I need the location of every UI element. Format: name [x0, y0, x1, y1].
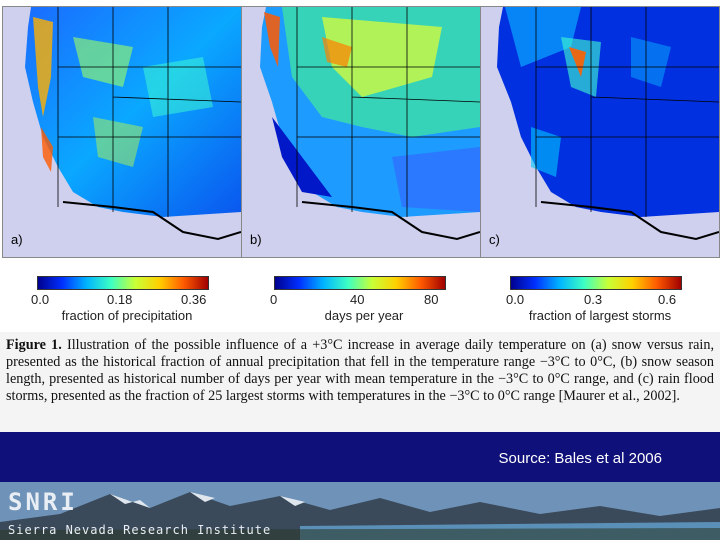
footer-banner: SNRI Sierra Nevada Research Institute [0, 482, 720, 540]
tick-label: 0.0 [31, 292, 50, 307]
tick-label: 40 [350, 292, 365, 307]
tick-label: 0.18 [107, 292, 133, 307]
panel-letter-a: a) [11, 232, 23, 247]
tick-label: 0.3 [584, 292, 603, 307]
panel-letter-b: b) [250, 232, 262, 247]
scale-c-ticks: 0.0 0.3 0.6 [500, 292, 700, 308]
scale-a-label: fraction of precipitation [61, 308, 193, 323]
map-a-image [3, 7, 241, 257]
source-credit: Source: Bales et al 2006 [498, 450, 662, 467]
source-band: Source: Bales et al 2006 [0, 432, 720, 482]
maps-row: a) b) c) [0, 0, 720, 265]
figure-label: Figure 1. [6, 337, 62, 353]
tick-label: 0.0 [506, 292, 525, 307]
scale-c-label: fraction of largest storms [528, 308, 672, 323]
panel-letter-c: c) [489, 232, 500, 247]
map-c-image [481, 7, 719, 257]
tick-label: 0.36 [181, 292, 207, 307]
tick-label: 0.6 [658, 292, 677, 307]
scale-b-label: days per year [324, 308, 404, 323]
colorbar-c [510, 276, 682, 290]
tick-label: 0 [270, 292, 278, 307]
map-panel-a: a) [2, 6, 242, 258]
map-panel-c: c) [480, 6, 720, 258]
colorbar-b [274, 276, 446, 290]
mountain-landscape-image [0, 482, 720, 540]
colorbar-a [37, 276, 209, 290]
institute-name: Sierra Nevada Research Institute [8, 523, 272, 537]
map-panel-b: b) [241, 6, 481, 258]
scale-a-ticks: 0.0 0.18 0.36 [27, 292, 227, 308]
figure-caption: Figure 1. Illustration of the possible i… [0, 332, 720, 432]
snri-logo: SNRI [8, 488, 78, 516]
map-b-image [242, 7, 480, 257]
scale-b-ticks: 0 40 80 [264, 292, 464, 308]
caption-text: Illustration of the possible influence o… [6, 337, 714, 404]
tick-label: 80 [424, 292, 439, 307]
